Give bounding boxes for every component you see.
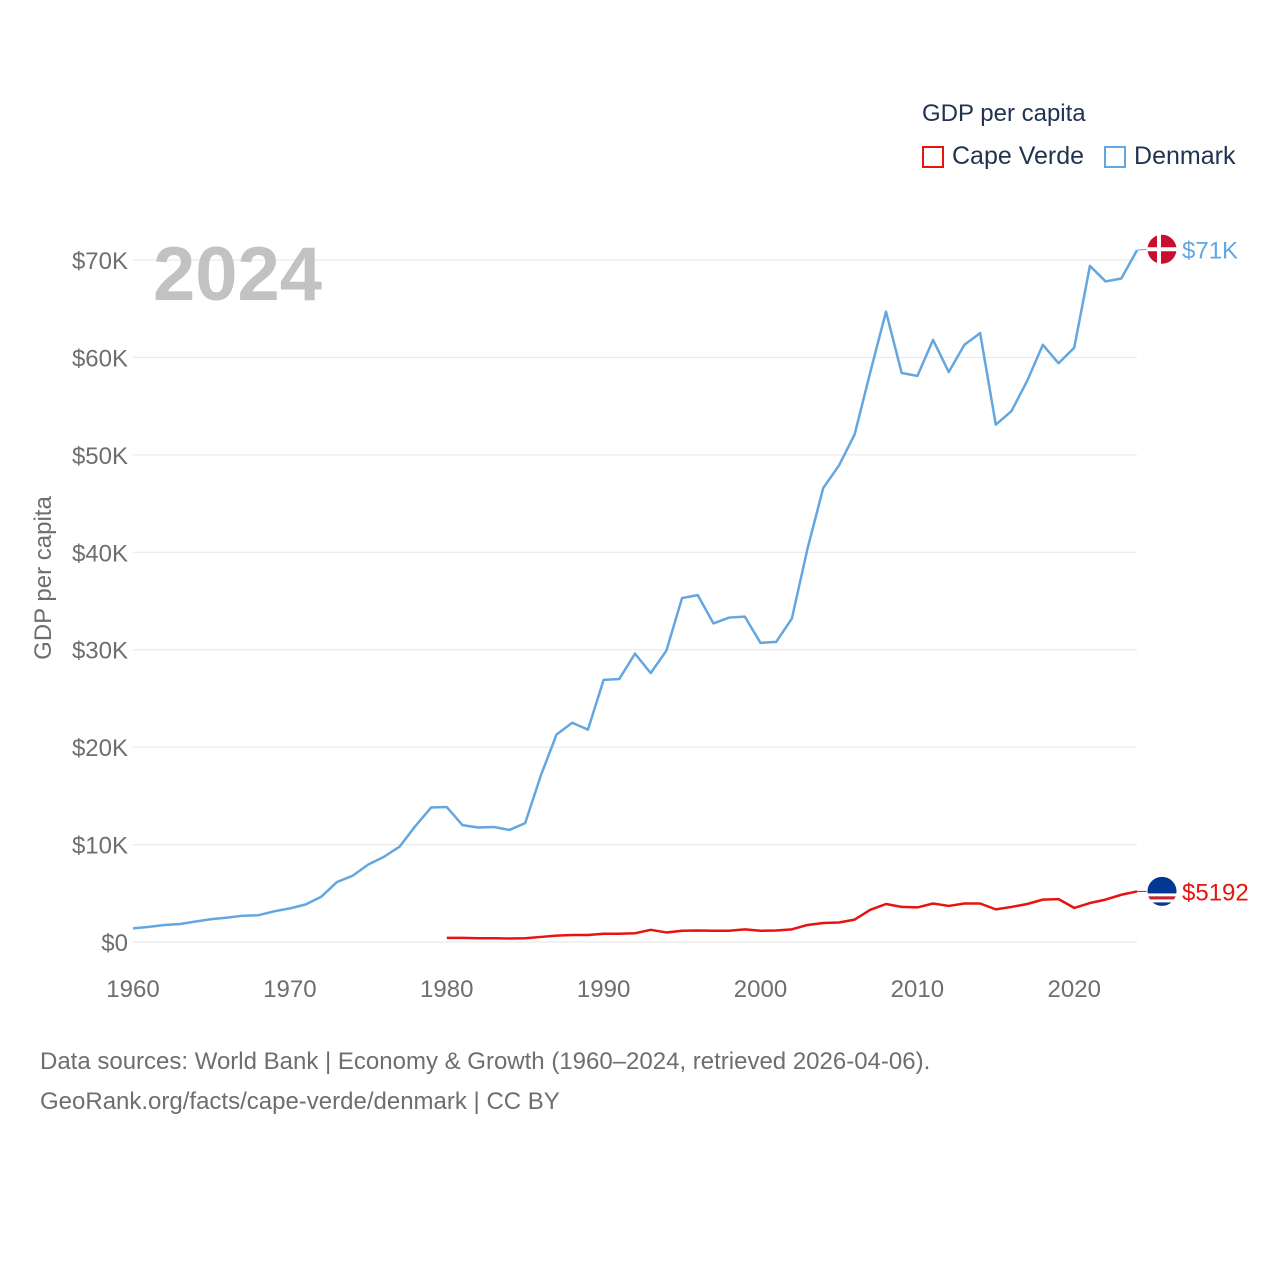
y-tick-label: $20K bbox=[72, 735, 128, 762]
y-tick-label: $50K bbox=[72, 443, 128, 470]
x-tick-label: 2010 bbox=[891, 976, 944, 1003]
legend-label-denmark: Denmark bbox=[1134, 142, 1236, 170]
y-tick-label: $0 bbox=[101, 930, 128, 957]
y-tick-label: $60K bbox=[72, 345, 128, 372]
legend: Cape Verde Denmark bbox=[922, 142, 1255, 171]
footer: Data sources: World Bank | Economy & Gro… bbox=[40, 1042, 930, 1122]
denmark-flag-icon bbox=[1146, 233, 1178, 265]
grid-lines bbox=[133, 259, 1137, 943]
legend-title: GDP per capita bbox=[922, 100, 1086, 127]
x-tick-label: 2020 bbox=[1048, 976, 1101, 1003]
y-tick-label: $40K bbox=[72, 540, 128, 567]
x-tick-label: 1970 bbox=[263, 976, 316, 1003]
x-axis-ticks: 1960 1970 1980 1990 2000 2010 2020 bbox=[106, 976, 1101, 1003]
x-tick-label: 2000 bbox=[734, 976, 787, 1003]
x-tick-label: 1960 bbox=[106, 976, 159, 1003]
series-line-denmark bbox=[132, 249, 1139, 930]
x-tick-label: 1990 bbox=[577, 976, 630, 1003]
y-axis-title: GDP per capita bbox=[30, 496, 57, 660]
y-tick-label: $10K bbox=[72, 833, 128, 860]
legend-item-cape-verde[interactable]: Cape Verde bbox=[922, 142, 1084, 171]
footer-link[interactable]: GeoRank.org/facts/cape-verde/denmark | C… bbox=[40, 1088, 560, 1115]
legend-item-denmark[interactable]: Denmark bbox=[1104, 142, 1235, 171]
legend-swatch-cape-verde bbox=[922, 145, 944, 168]
legend-label-cape-verde: Cape Verde bbox=[952, 142, 1085, 170]
footer-sources: Data sources: World Bank | Economy & Gro… bbox=[40, 1048, 931, 1075]
y-tick-label: $70K bbox=[72, 248, 128, 275]
y-tick-label: $30K bbox=[72, 638, 128, 665]
legend-swatch-denmark bbox=[1104, 145, 1127, 168]
x-tick-label: 1980 bbox=[420, 976, 473, 1003]
endpoint-label-cape-verde: $5192 bbox=[1182, 879, 1249, 906]
endpoint-connector bbox=[1136, 248, 1148, 251]
y-axis-ticks: $0 $10K $20K $30K $40K $50K $60K $70K bbox=[72, 248, 128, 957]
series-line-cape-verde bbox=[446, 890, 1138, 940]
series-endpoints: $5192 $71K bbox=[1136, 233, 1249, 907]
cape-verde-flag-icon bbox=[1146, 875, 1178, 907]
year-watermark: 2024 bbox=[153, 232, 322, 317]
series-lines bbox=[132, 249, 1139, 940]
endpoint-label-denmark: $71K bbox=[1182, 237, 1238, 264]
